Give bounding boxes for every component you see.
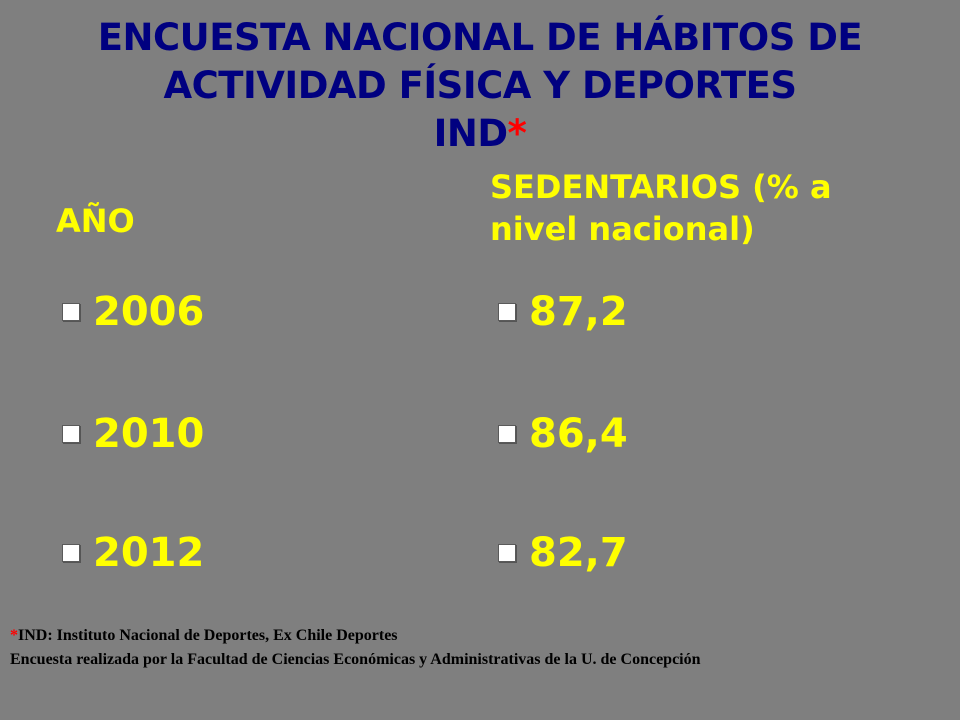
year-item: 2010 xyxy=(62,410,204,458)
sedentary-item: 87,2 xyxy=(498,288,628,336)
square-bullet-icon xyxy=(62,544,80,562)
sedentary-value: 82,7 xyxy=(529,530,628,576)
sedentary-value: 87,2 xyxy=(529,289,628,335)
footnote-asterisk: * xyxy=(10,627,18,644)
square-bullet-icon xyxy=(498,544,516,562)
title-line-1: ENCUESTA NACIONAL DE HÁBITOS DE xyxy=(97,16,863,59)
year-value: 2012 xyxy=(93,530,205,576)
sedentary-column-header: SEDENTARIOS (% a nivel nacional) xyxy=(490,168,832,248)
square-bullet-icon xyxy=(62,425,80,443)
title-asterisk: * xyxy=(507,112,527,155)
year-item: 2012 xyxy=(62,529,204,577)
slide-title: ENCUESTA NACIONAL DE HÁBITOS DE ACTIVIDA… xyxy=(0,14,960,158)
square-bullet-icon xyxy=(498,425,516,443)
square-bullet-icon xyxy=(498,303,516,321)
title-line-3: IND* xyxy=(0,110,960,158)
footnote-line-2: Encuesta realizada por la Facultad de Ci… xyxy=(10,651,701,668)
year-item: 2006 xyxy=(62,288,204,336)
title-ind: IND xyxy=(433,112,508,155)
sedentary-item: 86,4 xyxy=(498,410,628,458)
footnote-line-1: *IND: Instituto Nacional de Deportes, Ex… xyxy=(10,624,955,648)
footnote: *IND: Instituto Nacional de Deportes, Ex… xyxy=(10,624,955,672)
year-value: 2006 xyxy=(93,289,205,335)
square-bullet-icon xyxy=(62,303,80,321)
sedentary-item: 82,7 xyxy=(498,529,628,577)
footnote-source: IND: Instituto Nacional de Deportes, Ex … xyxy=(18,627,398,644)
sedentary-value: 86,4 xyxy=(529,411,628,457)
year-column-header: AÑO xyxy=(56,202,135,240)
year-value: 2010 xyxy=(93,411,205,457)
title-line-2: ACTIVIDAD FÍSICA Y DEPORTES xyxy=(163,64,798,107)
